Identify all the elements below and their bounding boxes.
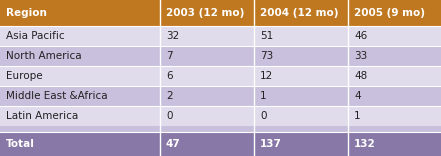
Bar xyxy=(254,66,348,86)
Text: 51: 51 xyxy=(260,31,273,41)
Bar xyxy=(160,86,254,106)
Text: 0: 0 xyxy=(260,111,266,121)
Bar xyxy=(0,132,160,156)
Text: 2: 2 xyxy=(166,91,172,101)
Text: Europe: Europe xyxy=(6,71,43,81)
Bar xyxy=(0,86,160,106)
Text: 2005 (9 mo): 2005 (9 mo) xyxy=(354,8,425,18)
Bar xyxy=(254,106,348,126)
Text: 32: 32 xyxy=(166,31,179,41)
Bar xyxy=(160,132,254,156)
Bar xyxy=(348,106,441,126)
Bar xyxy=(0,0,160,26)
Bar xyxy=(160,26,254,46)
Text: 12: 12 xyxy=(260,71,273,81)
Bar xyxy=(0,106,160,126)
Text: 0: 0 xyxy=(166,111,172,121)
Text: Latin America: Latin America xyxy=(6,111,78,121)
Text: 33: 33 xyxy=(354,51,367,61)
Text: 1: 1 xyxy=(260,91,267,101)
Bar xyxy=(160,66,254,86)
Bar xyxy=(160,0,254,26)
Bar xyxy=(0,66,160,86)
Text: 73: 73 xyxy=(260,51,273,61)
Text: 4: 4 xyxy=(354,91,361,101)
Bar xyxy=(160,106,254,126)
Text: Total: Total xyxy=(6,139,35,149)
Bar xyxy=(0,26,160,46)
Text: 46: 46 xyxy=(354,31,367,41)
Bar xyxy=(348,86,441,106)
Text: 48: 48 xyxy=(354,71,367,81)
Text: 7: 7 xyxy=(166,51,172,61)
Bar xyxy=(254,46,348,66)
Bar xyxy=(0,46,160,66)
Bar xyxy=(348,26,441,46)
Bar xyxy=(348,66,441,86)
Text: 1: 1 xyxy=(354,111,361,121)
Bar xyxy=(160,46,254,66)
Text: 137: 137 xyxy=(260,139,282,149)
Bar xyxy=(254,26,348,46)
Bar xyxy=(254,132,348,156)
Text: 6: 6 xyxy=(166,71,172,81)
Text: 2003 (12 mo): 2003 (12 mo) xyxy=(166,8,244,18)
Text: North America: North America xyxy=(6,51,82,61)
Text: Asia Pacific: Asia Pacific xyxy=(6,31,65,41)
Bar xyxy=(348,132,441,156)
Bar xyxy=(348,0,441,26)
Bar xyxy=(254,86,348,106)
Text: Region: Region xyxy=(6,8,47,18)
Bar xyxy=(348,46,441,66)
Text: 132: 132 xyxy=(354,139,376,149)
Text: Middle East &Africa: Middle East &Africa xyxy=(6,91,108,101)
Bar xyxy=(254,0,348,26)
Text: 2004 (12 mo): 2004 (12 mo) xyxy=(260,8,339,18)
Text: 47: 47 xyxy=(166,139,181,149)
